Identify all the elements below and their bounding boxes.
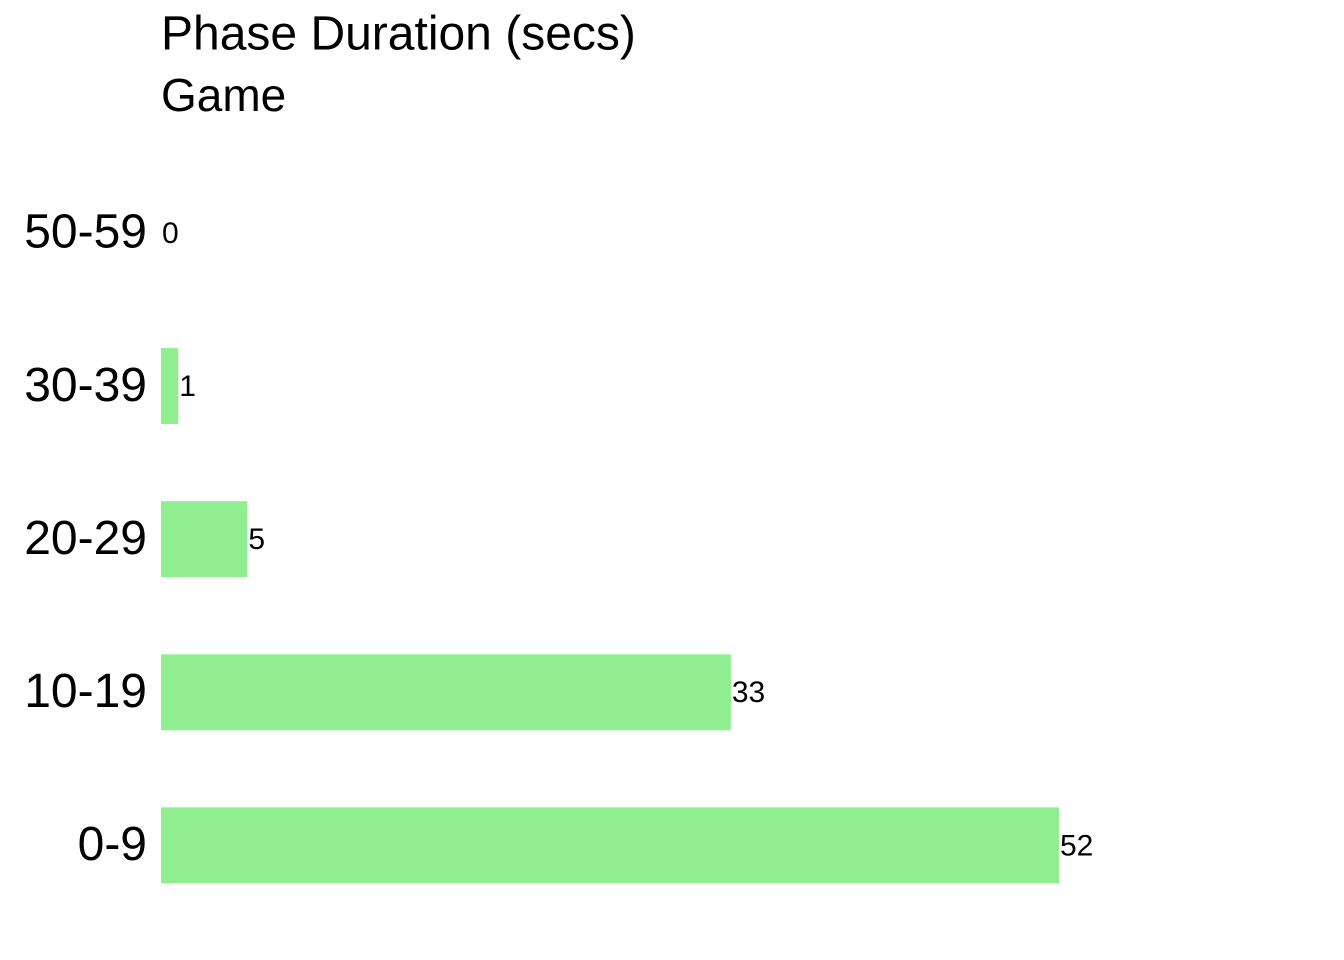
- chart-title: Phase Duration (secs): [161, 8, 636, 61]
- y-tick-label: 20-29: [24, 512, 147, 565]
- value-label: 0: [162, 217, 179, 250]
- value-label: 33: [732, 676, 765, 709]
- value-label: 1: [179, 370, 196, 403]
- bar: [161, 501, 248, 578]
- y-tick-label: 50-59: [24, 206, 147, 259]
- bar: [161, 807, 1059, 884]
- value-label: 5: [248, 523, 265, 556]
- chart-subtitle: Game: [161, 69, 286, 121]
- value-label: 52: [1060, 829, 1093, 862]
- y-tick-label: 10-19: [24, 665, 147, 718]
- bar: [161, 348, 179, 425]
- y-tick-label: 30-39: [24, 359, 147, 412]
- bar: [161, 654, 731, 731]
- y-tick-label: 0-9: [78, 818, 147, 871]
